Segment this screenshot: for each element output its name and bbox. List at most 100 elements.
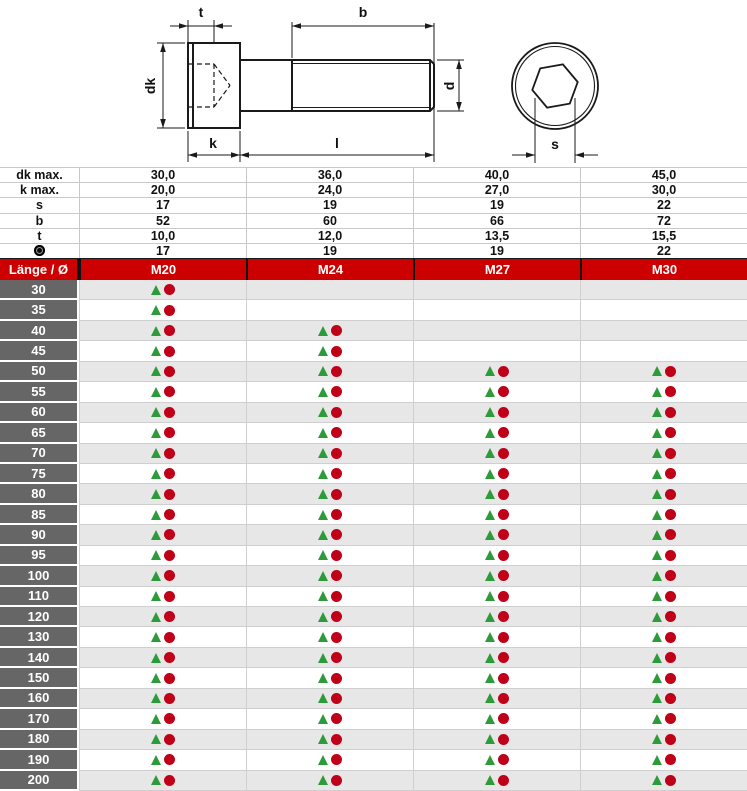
availability-markers [318,611,342,623]
triangle-icon [485,570,495,581]
dot-icon [498,733,509,745]
dot-icon [331,386,342,398]
availability-cell [79,525,246,546]
spec-value-cell: 45,0 [580,168,747,183]
availability-cell [246,729,413,751]
spec-value-cell: 22 [580,198,747,213]
dot-icon [164,672,175,684]
availability-cell [580,566,747,587]
availability-markers [151,631,175,643]
spec-value-cell: 72 [580,213,747,228]
availability-cell [246,320,413,342]
dot-icon [498,672,509,684]
spec-value-cell: 40,0 [413,168,580,183]
dot-icon [665,713,676,725]
dot-icon [164,325,175,337]
dot-icon [665,692,676,704]
dot-icon [331,468,342,480]
availability-cell [246,300,413,321]
triangle-icon [151,346,161,357]
availability-markers [485,590,509,602]
availability-markers [151,652,175,664]
spec-value-cell: 60 [246,213,413,228]
availability-markers [151,754,175,766]
triangle-icon [318,611,328,622]
availability-markers [652,509,676,521]
availability-markers [485,611,509,623]
triangle-icon [151,775,161,786]
spec-value-cell: 13,5 [413,228,580,243]
availability-cell [79,300,246,321]
triangle-icon [318,652,328,663]
length-label: 65 [0,423,79,444]
availability-markers [151,386,175,398]
spec-value-cell: 10,0 [79,228,246,243]
spec-value-cell: 17 [79,198,246,213]
dot-icon [331,509,342,521]
dim-label-s: s [551,136,559,152]
dot-icon [498,570,509,582]
availability-cell [413,545,580,567]
availability-markers [318,345,342,357]
triangle-icon [485,673,495,684]
triangle-icon [318,673,328,684]
table-row: 100 [0,566,747,587]
triangle-icon [652,693,662,704]
availability-markers [151,509,175,521]
dot-icon [331,345,342,357]
availability-cell [246,709,413,730]
availability-cell [413,341,580,362]
availability-cell [79,341,246,362]
dot-icon [164,488,175,500]
triangle-icon [652,713,662,724]
availability-markers [485,631,509,643]
dot-icon [331,529,342,541]
triangle-icon [652,632,662,643]
dot-icon [164,284,175,296]
availability-markers [652,692,676,704]
availability-cell [580,607,747,628]
availability-markers [485,692,509,704]
availability-cell [580,320,747,342]
triangle-icon [652,448,662,459]
dot-icon [665,672,676,684]
triangle-icon [318,713,328,724]
availability-markers [652,733,676,745]
availability-cell [246,586,413,607]
availability-cell [79,647,246,669]
availability-cell [79,545,246,567]
availability-markers [151,549,175,561]
availability-markers [318,692,342,704]
dot-icon [665,447,676,459]
availability-markers [318,427,342,439]
dimension-arrows [160,23,462,158]
spec-row: k max. 20,0 24,0 27,0 30,0 [0,182,747,198]
dim-label-dk: dk [142,78,158,95]
availability-markers [652,529,676,541]
triangle-icon [652,611,662,622]
triangle-icon [485,448,495,459]
availability-markers [485,570,509,582]
spec-value-cell: 19 [413,243,580,259]
size-header-row: Länge / Ø M20 M24 M27 M30 [0,258,747,280]
availability-cell [79,770,246,791]
dot-icon [164,304,175,316]
availability-markers [318,468,342,480]
availability-cell [246,402,413,424]
availability-markers [652,672,676,684]
triangle-icon [318,775,328,786]
spec-value-cell: 12,0 [246,228,413,243]
spec-row-label: k max. [20,183,59,198]
dot-icon [331,733,342,745]
availability-cell [580,361,747,383]
triangle-icon [151,509,161,520]
availability-cell [413,607,580,628]
triangle-icon [485,652,495,663]
spec-value-cell: 66 [413,213,580,228]
triangle-icon [652,550,662,561]
triangle-icon [151,448,161,459]
availability-cell [413,463,580,485]
triangle-icon [485,529,495,540]
triangle-icon [318,489,328,500]
dot-icon [498,692,509,704]
